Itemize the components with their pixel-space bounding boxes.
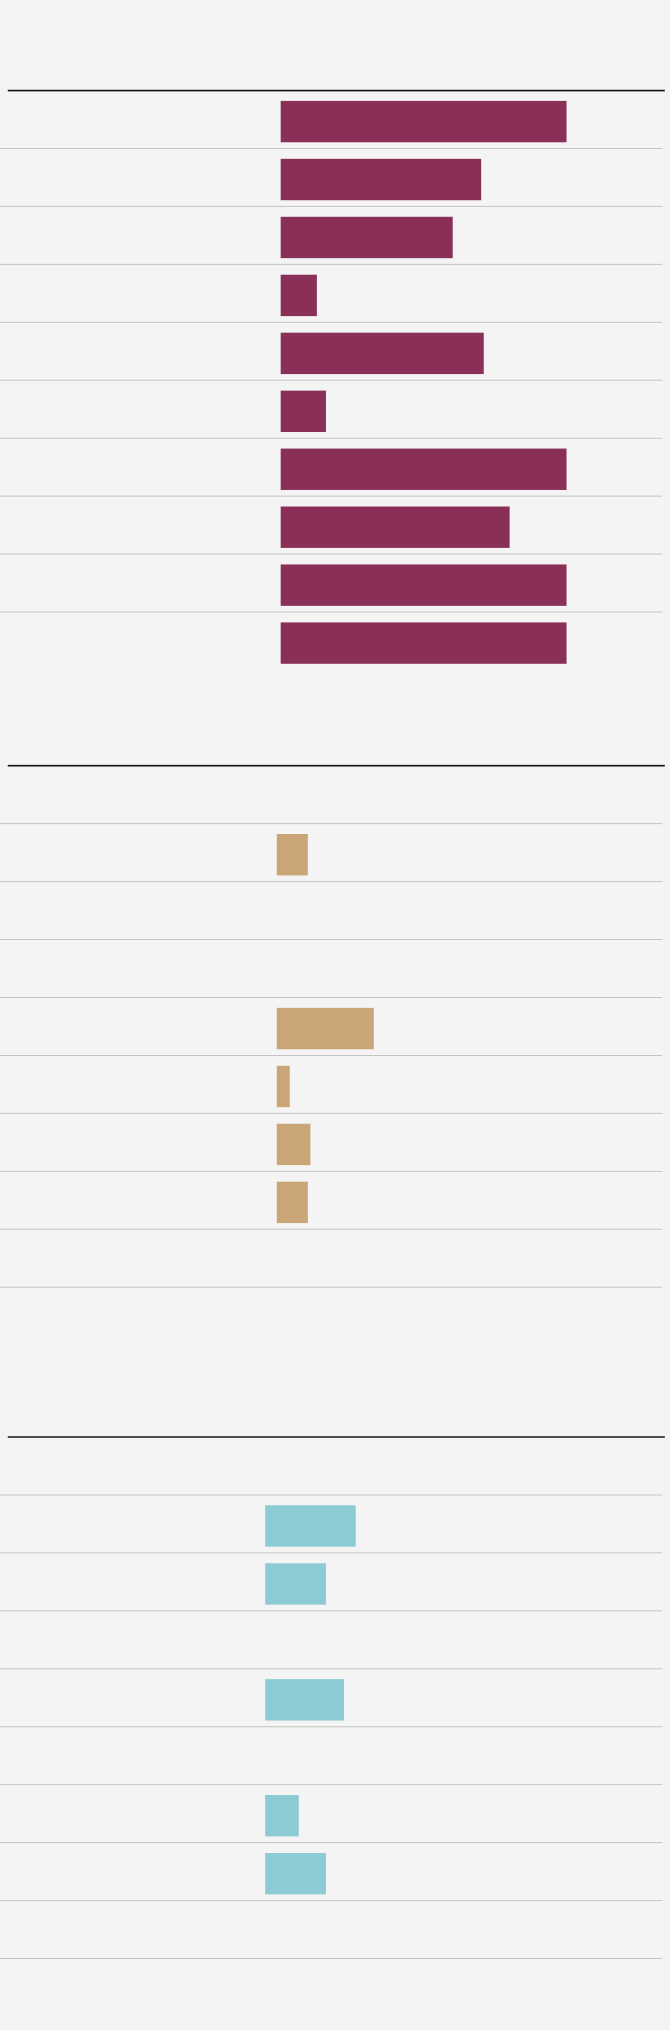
bar: [265, 1505, 356, 1547]
bar: [280, 390, 326, 433]
bar: [280, 274, 317, 317]
bar: [280, 332, 484, 375]
bar: [276, 834, 308, 876]
bar: [265, 1563, 326, 1605]
bar: [276, 1123, 311, 1166]
bar: [276, 1181, 308, 1224]
bar: [276, 1007, 374, 1050]
bar: [280, 158, 482, 201]
bar: [280, 622, 567, 664]
bar: [280, 216, 453, 259]
bar: [265, 1795, 299, 1837]
bar: [276, 1065, 290, 1108]
bar: [265, 1679, 345, 1721]
bar: [280, 564, 567, 606]
bar: [280, 448, 567, 490]
bar: [280, 100, 567, 143]
bar: [265, 1852, 326, 1895]
bar: [280, 506, 510, 548]
